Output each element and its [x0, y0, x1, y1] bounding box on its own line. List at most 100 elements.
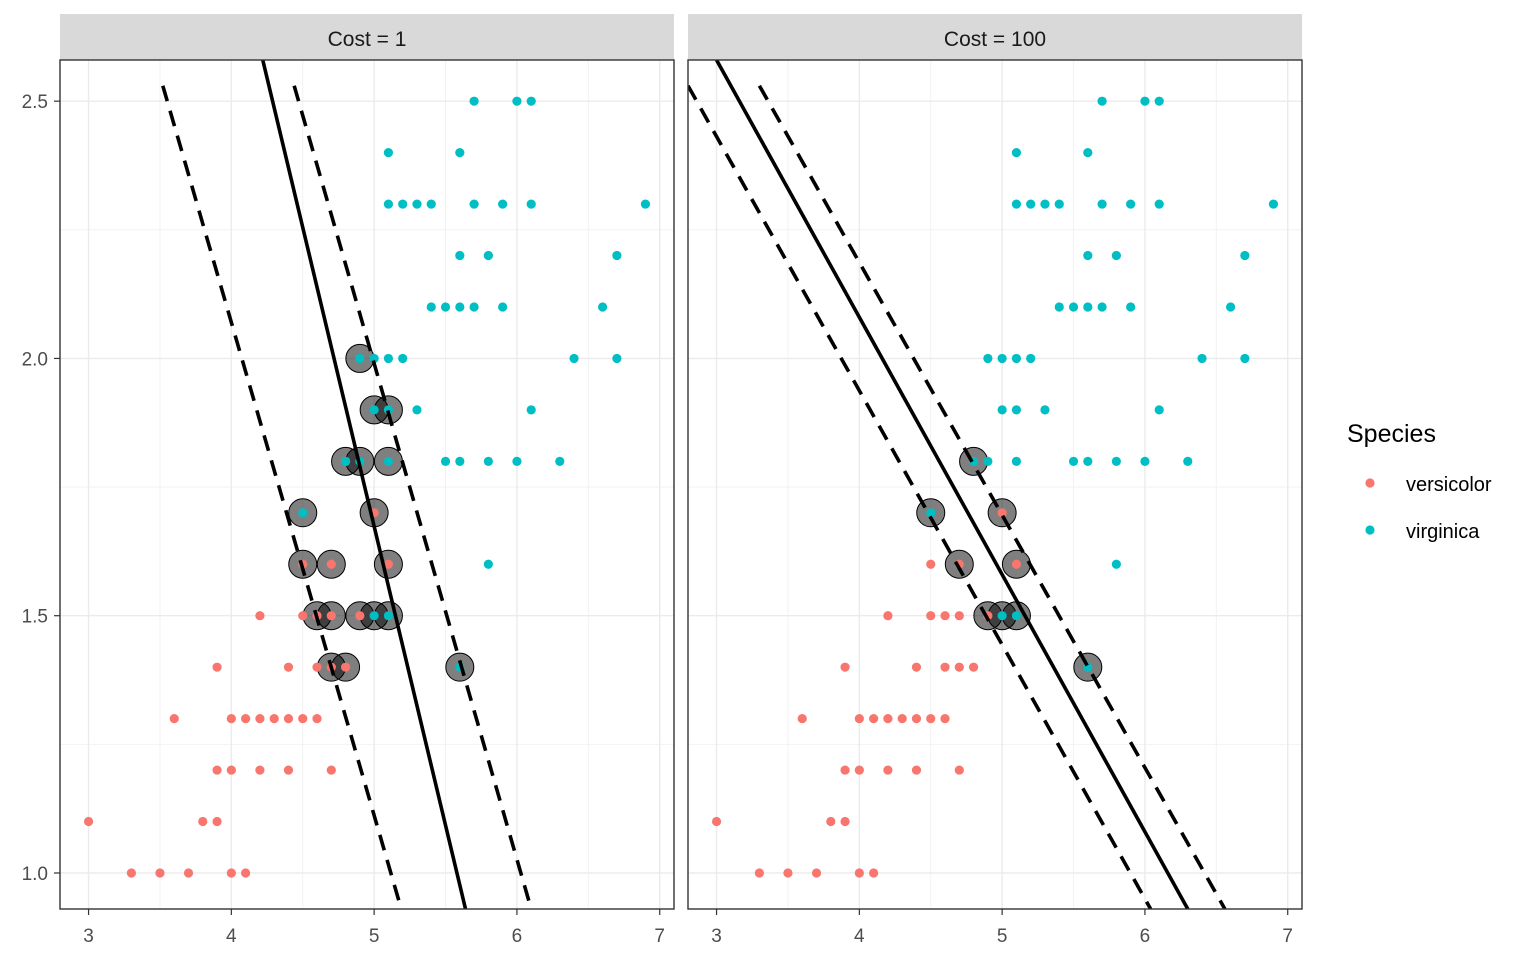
legend-label-virginica: virginica [1406, 521, 1480, 543]
data-point-virginica [1068, 302, 1079, 312]
y-tick-label: 2.0 [22, 349, 48, 370]
data-point-virginica [1154, 96, 1164, 106]
data-point-virginica [1226, 302, 1236, 312]
panel-border [59, 59, 675, 910]
data-point-versicolor [255, 765, 265, 775]
data-point-versicolor [954, 765, 964, 775]
data-point-versicolor [840, 765, 850, 775]
panel-2: Cost = 100 3 4 5 6 7 [687, 14, 1303, 947]
x-tick-label: 3 [711, 926, 722, 947]
data-point-versicolor [883, 765, 893, 775]
data-point-virginica [1140, 96, 1150, 106]
facet-strip [60, 14, 674, 60]
plot-area [688, 60, 1279, 909]
data-point-virginica [1083, 302, 1093, 312]
data-point-virginica [1111, 559, 1121, 569]
data-point-virginica [483, 250, 493, 261]
data-point-virginica [997, 611, 1007, 621]
data-point-versicolor [226, 714, 236, 724]
data-point-virginica [526, 405, 536, 415]
facet-strip-label: Cost = 100 [944, 28, 1046, 51]
data-point-virginica [498, 302, 508, 312]
x-tick-label: 6 [1140, 926, 1151, 947]
data-point-virginica [412, 405, 422, 415]
data-point-versicolor [183, 868, 194, 878]
data-point-virginica [383, 353, 394, 364]
data-point-versicolor [83, 816, 94, 827]
data-point-virginica [469, 302, 479, 312]
data-point-versicolor [312, 714, 322, 724]
data-point-virginica [1011, 456, 1022, 466]
data-point-virginica [569, 353, 579, 364]
data-point-versicolor [883, 714, 893, 724]
facet-strip-label: Cost = 1 [328, 28, 407, 51]
data-point-versicolor [269, 714, 279, 724]
data-point-virginica [555, 456, 565, 466]
data-point-versicolor [811, 868, 822, 878]
data-point-versicolor [754, 868, 764, 878]
data-point-virginica [1097, 96, 1107, 106]
data-point-versicolor [226, 765, 236, 775]
data-point-virginica [383, 199, 394, 209]
data-point-versicolor [283, 714, 294, 724]
data-point-versicolor [854, 714, 864, 724]
data-point-virginica [1011, 611, 1022, 621]
data-point-virginica [1097, 302, 1107, 312]
data-point-virginica [1026, 199, 1036, 209]
panel-background [688, 60, 1302, 909]
data-point-virginica [1183, 456, 1193, 466]
legend-entry-versicolor: versicolor [1365, 474, 1492, 496]
data-point-versicolor [340, 662, 351, 672]
data-point-versicolor [155, 868, 165, 878]
data-point-versicolor [940, 662, 950, 672]
data-point-virginica [455, 148, 465, 158]
y-tick-label: 1.5 [22, 607, 48, 628]
data-point-virginica [1111, 250, 1121, 261]
data-point-virginica [340, 456, 351, 466]
data-point-virginica [1054, 302, 1064, 312]
data-point-virginica [383, 611, 394, 621]
data-point-virginica [455, 302, 465, 312]
y-tick-label: 1.0 [22, 864, 48, 885]
data-point-versicolor [840, 816, 850, 827]
data-point-virginica [1083, 148, 1093, 158]
x-tick-label: 4 [226, 926, 237, 947]
data-point-virginica [1240, 250, 1250, 261]
data-point-versicolor [954, 662, 964, 672]
data-point-virginica [997, 353, 1007, 364]
data-point-versicolor [241, 868, 251, 878]
data-point-versicolor [911, 714, 922, 724]
data-point-virginica [498, 199, 508, 209]
data-point-versicolor [954, 611, 964, 621]
data-point-virginica [298, 508, 308, 518]
data-point-versicolor [869, 868, 879, 878]
x-tick-label: 6 [512, 926, 523, 947]
data-point-virginica [640, 199, 651, 209]
data-point-versicolor [226, 868, 236, 878]
data-point-versicolor [883, 611, 893, 621]
data-point-versicolor [711, 816, 722, 827]
data-point-versicolor [212, 662, 222, 672]
data-point-versicolor [926, 611, 936, 621]
data-point-virginica [1011, 405, 1022, 415]
data-point-virginica [1126, 199, 1136, 209]
data-point-versicolor [940, 714, 950, 724]
data-point-virginica [1240, 353, 1250, 364]
data-point-versicolor [997, 508, 1007, 518]
x-tick-label: 5 [369, 926, 380, 947]
data-point-versicolor [212, 765, 222, 775]
data-point-versicolor [968, 662, 979, 672]
data-point-virginica [1154, 405, 1164, 415]
data-point-virginica [383, 405, 394, 415]
data-point-virginica [383, 148, 394, 158]
data-point-virginica [526, 199, 536, 209]
panel-1: Cost = 1 3 4 5 6 7 1.0 1.5 2.0 2.5 [22, 14, 675, 947]
data-point-virginica [383, 456, 394, 466]
panel-border [687, 59, 1303, 910]
data-point-virginica [1111, 456, 1121, 466]
data-point-virginica [440, 302, 451, 312]
data-point-virginica [512, 96, 522, 106]
data-point-versicolor [911, 662, 922, 672]
data-point-virginica [426, 302, 436, 312]
